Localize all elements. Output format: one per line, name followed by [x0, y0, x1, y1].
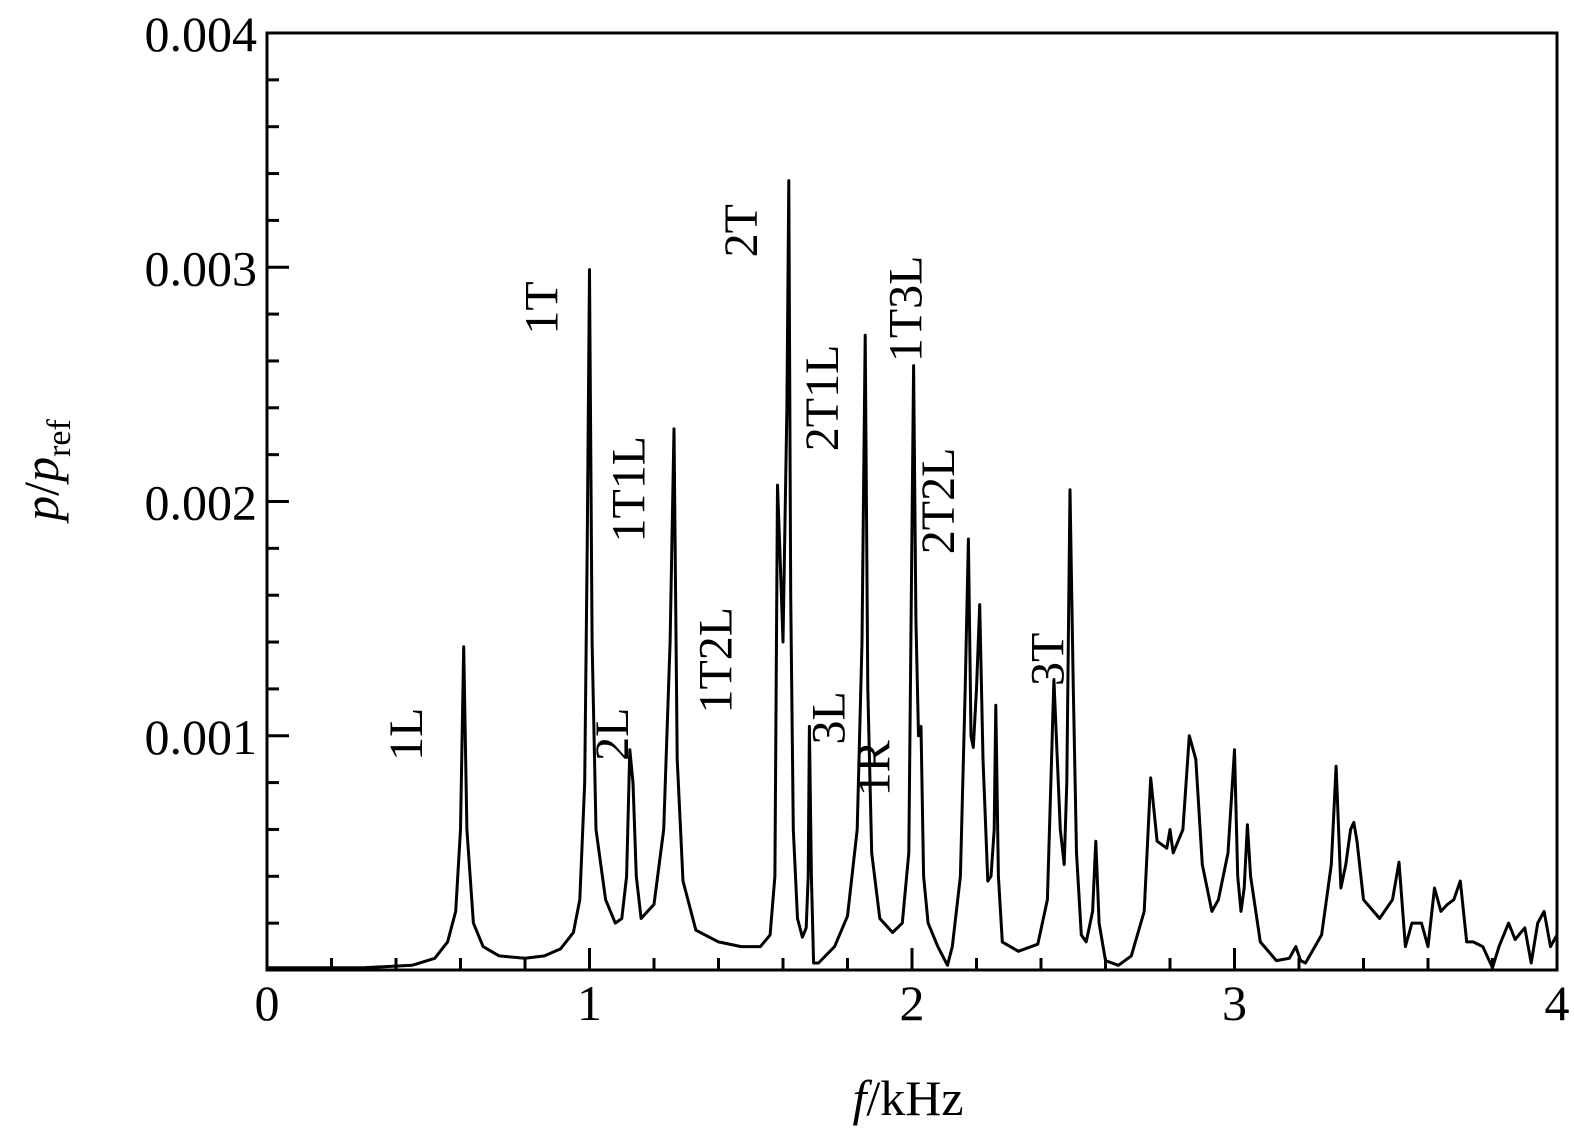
tick-labels: 0 1 2 3 4 0.001 0.002 0.003 0.004 — [145, 6, 1570, 1031]
peak-label: 1T — [515, 281, 568, 334]
y-tick-label: 0.004 — [145, 6, 258, 62]
y-tick-label: 0.003 — [145, 240, 258, 296]
x-tick-label: 1 — [577, 975, 602, 1031]
peak-label: 2T2L — [912, 448, 965, 555]
peak-label: 3T — [1022, 633, 1075, 686]
peak-label: 1R — [847, 740, 900, 796]
y-tick-label: 0.001 — [145, 709, 258, 765]
peak-label: 1T3L — [880, 256, 933, 363]
peak-label: 2L — [586, 708, 639, 761]
peak-label: 1T2L — [689, 607, 742, 714]
x-tick-label: 4 — [1545, 975, 1570, 1031]
peak-label: 1L — [380, 708, 433, 761]
pressure-spectrum-line — [267, 179, 1559, 970]
peak-label: 2T — [715, 204, 768, 257]
x-tick-label: 2 — [900, 975, 925, 1031]
plot-frame — [265, 31, 1559, 972]
y-axis-title: p/pref — [13, 419, 78, 524]
x-tick-label: 0 — [255, 975, 280, 1031]
peak-label: 3L — [802, 691, 855, 744]
x-tick-label: 3 — [1222, 975, 1247, 1031]
y-tick-label: 0.002 — [145, 475, 258, 531]
peak-label: 2T1L — [796, 345, 849, 452]
peak-label: 1T1L — [602, 436, 655, 543]
x-axis-title: f/kHz — [852, 1070, 963, 1126]
